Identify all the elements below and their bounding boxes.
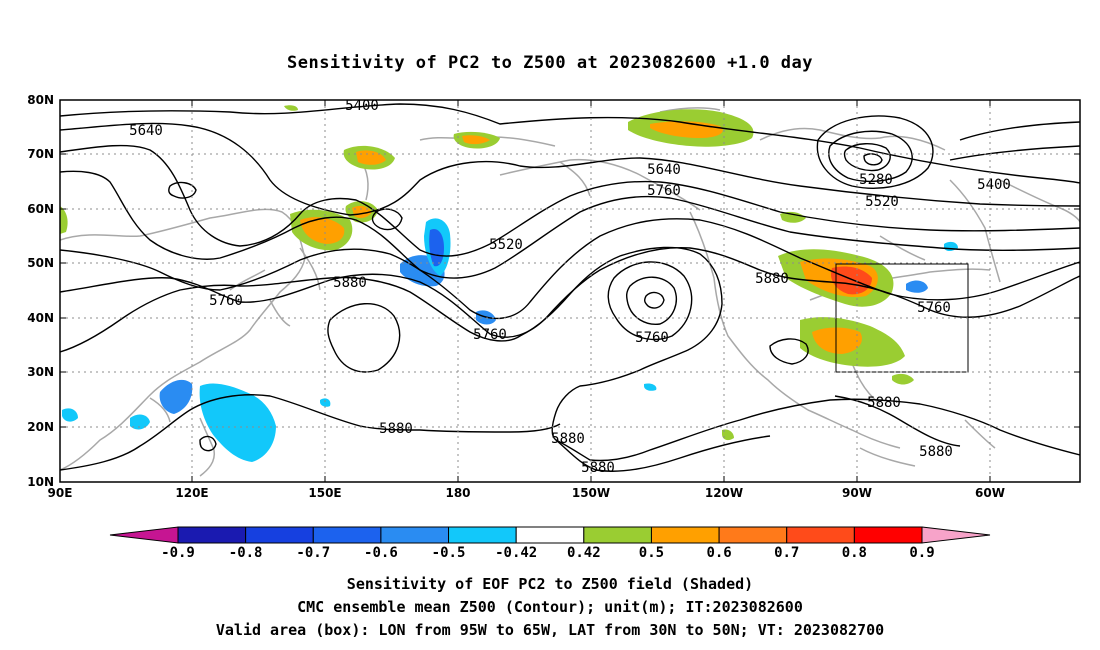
contour-label: 5880 bbox=[867, 395, 901, 411]
lat-label: 60N bbox=[27, 202, 54, 216]
z500-contours bbox=[60, 103, 1080, 472]
lat-label: 20N bbox=[27, 420, 54, 434]
colorbar-segment bbox=[786, 526, 855, 544]
contour-label: 5520 bbox=[489, 237, 523, 253]
positive-sensitivity-area bbox=[892, 373, 914, 385]
colorbar-tick-label: -0.5 bbox=[432, 545, 466, 561]
colorbar-tick-label: 0.5 bbox=[639, 545, 664, 561]
figure-title: Sensitivity of PC2 to Z500 at 2023082600… bbox=[287, 53, 813, 73]
contour-label: 5400 bbox=[345, 98, 379, 114]
positive-sensitivity-area bbox=[780, 211, 806, 223]
lat-label: 70N bbox=[27, 147, 54, 161]
contour-label: 5880 bbox=[551, 431, 585, 447]
colorbar-max-triangle bbox=[921, 526, 991, 544]
gridlines bbox=[60, 100, 1080, 482]
colorbar-segment bbox=[380, 526, 450, 544]
positive-sensitivity-area bbox=[60, 206, 68, 234]
negative-sensitivity-area bbox=[159, 379, 193, 414]
lon-label: 180 bbox=[445, 486, 470, 500]
colorbar-segment bbox=[245, 526, 314, 544]
lon-label: 60W bbox=[975, 486, 1005, 500]
positive-sensitivity-area bbox=[300, 217, 345, 244]
axis-ticks bbox=[60, 99, 1080, 482]
contour-label: 5880 bbox=[333, 275, 367, 291]
map-frame bbox=[59, 99, 1081, 483]
negative-sensitivity-area bbox=[130, 414, 150, 430]
lat-label: 50N bbox=[27, 256, 54, 270]
caption-line-1: Sensitivity of EOF PC2 to Z500 field (Sh… bbox=[347, 575, 753, 593]
contour-label: 5640 bbox=[647, 162, 681, 178]
lon-label: 90E bbox=[48, 486, 73, 500]
contour-label: 5760 bbox=[647, 183, 681, 199]
longitude-labels: 90E 120E 150E 180 150W 120W 90W 60W bbox=[48, 486, 1005, 500]
positive-sensitivity-area bbox=[830, 266, 872, 295]
colorbar-tick-label: -0.42 bbox=[495, 545, 537, 561]
colorbar-tick-label: -0.6 bbox=[364, 545, 398, 561]
positive-sensitivity-area bbox=[812, 327, 862, 354]
lon-label: 120E bbox=[175, 486, 208, 500]
lat-label: 80N bbox=[27, 93, 54, 107]
positive-sensitivity-area bbox=[284, 105, 298, 111]
caption-line-3: Valid area (box): LON from 95W to 65W, L… bbox=[216, 621, 884, 639]
colorbar-min-triangle bbox=[109, 526, 179, 544]
colorbar-tick-label: -0.7 bbox=[296, 545, 330, 561]
colorbar-segment bbox=[583, 526, 652, 544]
contour-label: 5520 bbox=[865, 194, 899, 210]
positive-sensitivity-area bbox=[722, 429, 734, 441]
colorbar-tick-label: 0.8 bbox=[842, 545, 867, 561]
negative-sensitivity-area bbox=[429, 228, 444, 267]
contour-label: 5880 bbox=[379, 421, 413, 437]
colorbar-segment bbox=[177, 526, 247, 544]
lon-label: 90W bbox=[842, 486, 872, 500]
colorbar-tick-label: -0.9 bbox=[161, 545, 195, 561]
colorbar-segment bbox=[650, 526, 720, 544]
negative-sensitivity-area bbox=[199, 383, 276, 462]
colorbar-tick-label: 0.42 bbox=[567, 545, 601, 561]
colorbar-segment bbox=[853, 526, 923, 544]
lat-label: 40N bbox=[27, 311, 54, 325]
colorbar-tick-label: 0.9 bbox=[909, 545, 934, 561]
contour-label: 5760 bbox=[209, 293, 243, 309]
colorbar-segment bbox=[312, 526, 382, 544]
contour-label: 5640 bbox=[129, 123, 163, 139]
positive-sensitivity-area bbox=[462, 135, 490, 145]
contour-label: 5760 bbox=[635, 330, 669, 346]
negative-sensitivity-area bbox=[320, 398, 331, 407]
contour-label: 5880 bbox=[919, 444, 953, 460]
contour-label: 5280 bbox=[859, 172, 893, 188]
colorbar-tick-label: -0.8 bbox=[229, 545, 263, 561]
caption-line-2: CMC ensemble mean Z500 (Contour); unit(m… bbox=[297, 598, 803, 616]
contour-label: 5400 bbox=[977, 177, 1011, 193]
lon-label: 120W bbox=[705, 486, 743, 500]
lat-label: 10N bbox=[27, 475, 54, 489]
colorbar-segment bbox=[515, 526, 585, 544]
colorbar: -0.9 -0.8 -0.7 -0.6 -0.5 -0.42 0.42 0.5 0.6 0.7 0.… bbox=[109, 526, 991, 561]
contour-label: 5880 bbox=[755, 271, 789, 287]
contour-label: 5760 bbox=[917, 300, 951, 316]
latitude-labels: 80N 70N 60N 50N 40N 30N 20N 10N bbox=[27, 93, 54, 489]
contour-label: 5880 bbox=[581, 460, 615, 476]
lat-label: 30N bbox=[27, 365, 54, 379]
contour-label: 5760 bbox=[473, 327, 507, 343]
colorbar-tick-label: 0.6 bbox=[706, 545, 731, 561]
colorbar-segment bbox=[718, 526, 788, 544]
lon-label: 150W bbox=[572, 486, 610, 500]
negative-sensitivity-area bbox=[906, 280, 928, 293]
colorbar-tick-label: 0.7 bbox=[774, 545, 799, 561]
negative-sensitivity-area bbox=[644, 383, 657, 391]
contour-labels: 5400 5640 5280 5400 5520 5640 5760 5520 … bbox=[129, 98, 1011, 476]
lon-label: 150E bbox=[308, 486, 341, 500]
negative-sensitivity-area bbox=[62, 408, 78, 422]
colorbar-segment bbox=[448, 526, 517, 544]
